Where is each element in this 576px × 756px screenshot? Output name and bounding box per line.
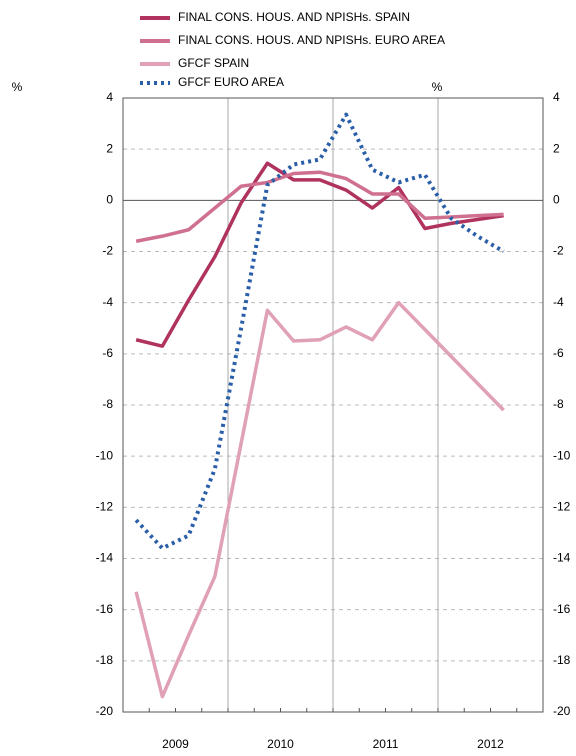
plot-frame [122, 97, 544, 713]
series-line [135, 161, 504, 348]
y-tick-label: 0 [106, 193, 113, 207]
y2-tick-label: -2 [553, 244, 564, 258]
x-tick-label: 2010 [267, 737, 294, 751]
y2-tick-label: -18 [553, 653, 571, 667]
y2-tick-label: -20 [553, 704, 571, 718]
y-tick-label: -4 [102, 295, 113, 309]
y2-axis-label: % [432, 80, 443, 94]
y2-tick-label: -10 [553, 448, 571, 462]
y-axis-label: % [12, 80, 23, 94]
legend-label: FINAL CONS. HOUS. AND NPISHs. EURO AREA [178, 33, 445, 47]
x-tick-label: 2012 [477, 737, 504, 751]
y2-tick-label: 0 [553, 193, 560, 207]
y-tick-label: -10 [96, 448, 114, 462]
series-line [134, 300, 505, 699]
y-tick-label: -20 [96, 704, 114, 718]
y2-tick-label: 4 [553, 90, 560, 104]
x-tick-label: 2011 [373, 737, 399, 751]
x-tick-label: 2009 [162, 737, 189, 751]
y-tick-label: -6 [102, 346, 113, 360]
y-tick-label: -14 [96, 551, 114, 565]
y-tick-label: -8 [102, 397, 113, 411]
y-tick-label: -18 [96, 653, 114, 667]
y-tick-label: -12 [96, 500, 114, 514]
series-line [134, 112, 505, 551]
y-tick-label: -2 [102, 244, 113, 258]
y-tick-label: 4 [106, 90, 113, 104]
y2-tick-label: 2 [553, 141, 560, 155]
series-line [135, 170, 504, 243]
legend-label: FINAL CONS. HOUS. AND NPISHs. SPAIN [178, 10, 410, 24]
y2-tick-label: -14 [553, 551, 571, 565]
legend-label: GFCF EURO AREA [178, 75, 284, 89]
legend-label: GFCF SPAIN [178, 56, 249, 70]
y2-tick-label: -6 [553, 346, 564, 360]
y2-tick-label: -12 [553, 500, 571, 514]
y2-tick-label: -16 [553, 602, 571, 616]
y-tick-label: 2 [106, 141, 113, 155]
y-tick-label: -16 [96, 602, 114, 616]
y2-tick-label: -4 [553, 295, 564, 309]
y2-tick-label: -8 [553, 397, 564, 411]
